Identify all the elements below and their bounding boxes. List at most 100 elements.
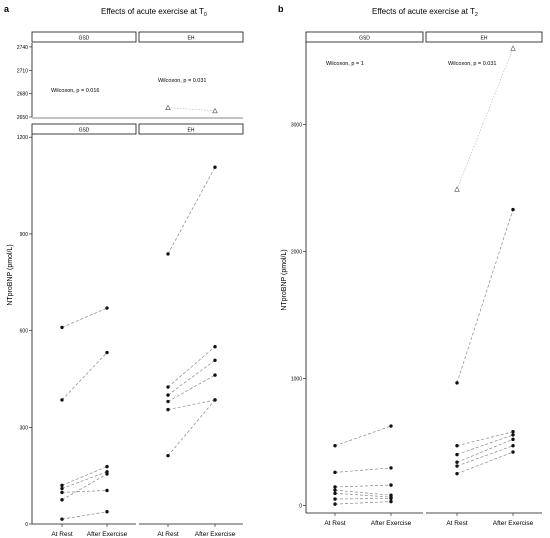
b-gsd-pair-rest-point — [333, 497, 337, 501]
facet-strip-gsd-lower-label: GSD — [79, 128, 90, 134]
b-gsd-pair-rest-point — [333, 491, 337, 496]
b-gsd-pair-connector — [334, 425, 392, 447]
b-eh-pair-rest-point — [455, 471, 459, 476]
b-y-tick-label: 1000 — [291, 376, 302, 382]
a-gsd-pair-connector — [61, 473, 108, 501]
b-eh-pair-exercise-point — [511, 207, 515, 212]
b-y-tick-label: 0 — [299, 503, 302, 509]
a-gsd-pair-rest-point — [60, 490, 64, 495]
b-eh-pair-connector — [456, 209, 514, 383]
a-gsd-pair-exercise-point — [105, 488, 109, 493]
a-eh-pair-connector — [167, 107, 216, 112]
b-gsd-x-tick-label: After Exercise — [371, 520, 412, 527]
a-lower-y-tick-label: 0 — [25, 522, 28, 528]
facet-strip-eh-lower — [138, 123, 244, 135]
a-eh-pair-exercise-point-outlier — [212, 107, 218, 114]
b-eh-pair-rest-point-outlier — [454, 186, 460, 192]
b-eh-x-tick-label: At Rest — [446, 520, 468, 527]
b-gsd-pair-connector — [334, 489, 392, 496]
a-gsd-pair-rest-point — [60, 517, 64, 521]
b-gsd-pair-connector — [334, 492, 392, 498]
b-gsd-pair-connector — [334, 501, 392, 505]
b-gsd-pair-connector — [334, 484, 392, 488]
b-eh-pair-connector — [456, 431, 514, 447]
b-gsd-pair-rest-point — [333, 488, 337, 492]
facet-strip-gsd-upper-label: GSD — [79, 36, 90, 42]
panel-b-title-subscript: 2 — [475, 12, 478, 18]
b-eh-pair-rest-point — [455, 464, 459, 468]
panel-a-upper: GSD EH 2650 2680 2710 2740 Wilcoxon, p = 0.… — [17, 31, 244, 121]
a-eh-pair-rest-point — [166, 385, 170, 389]
panel-b-y-axis-label: NTproBNP (pmol/L) — [281, 249, 288, 310]
panel-a-lower: GSD EH 0 300 600 900 1200 At Rest After Exerc… — [17, 123, 244, 538]
b-eh-pair-rest-point — [455, 444, 459, 448]
a-lower-y-tick-label: 600 — [20, 329, 29, 335]
b-gsd-pair-exercise-point — [389, 499, 393, 504]
facet-strip-gsd-b-label: GSD — [359, 36, 370, 42]
a-gsd-pair-exercise-point — [105, 464, 109, 469]
a-eh-pair-exercise-point — [213, 398, 217, 402]
panel-b: b Effects of acute exercise at T2 NTproB… — [278, 4, 543, 527]
a-eh-pair-exercise-point — [213, 358, 217, 362]
b-eh-pair-rest-point — [455, 452, 459, 457]
b-eh-pair-exercise-point — [511, 444, 515, 448]
a-lower-y-tick-label: 900 — [20, 232, 29, 238]
b-eh-pair-exercise-point — [511, 430, 515, 434]
panel-a-y-axis-label: NTproBNP (pmol/L) — [7, 244, 14, 305]
a-gsd-pair-connector — [61, 511, 108, 520]
a-eh-pair-rest-point — [166, 407, 170, 412]
wilcoxon-label-a-gsd: Wilcoxon, p = 0.016 — [51, 88, 99, 94]
a-eh-pair-connector — [167, 399, 216, 410]
b-gsd-pair-rest-point — [333, 444, 337, 448]
panel-a: a Effects of acute exercise at T0 NTproB… — [4, 4, 244, 538]
wilcoxon-label-a-eh: Wilcoxon, p = 0.031 — [158, 78, 206, 84]
a-eh-pair-connector — [167, 374, 216, 402]
b-eh-pair-exercise-point — [511, 433, 515, 437]
a-eh-pair-exercise-point — [213, 345, 217, 349]
a-eh-x-tick-label: After Exercise — [195, 531, 236, 538]
panel-a-title-subscript: 0 — [204, 12, 207, 18]
b-eh-pair-connector — [456, 451, 514, 474]
panel-a-title-main: Effects of acute exercise at T — [101, 7, 204, 16]
a-eh-pair-connector — [167, 399, 216, 456]
a-upper-y-tick-label: 2680 — [17, 92, 28, 98]
b-gsd-pair-rest-point — [333, 485, 337, 489]
facet-strip-eh-b — [425, 31, 543, 43]
b-eh-pair-connector — [456, 48, 514, 190]
b-eh-pair-rest-point — [455, 381, 459, 385]
a-eh-x-tick-label: At Rest — [157, 531, 179, 538]
a-gsd-pair-connector — [61, 490, 108, 493]
a-upper-y-tick-label: 2650 — [17, 115, 28, 121]
a-eh-pair-rest-point — [166, 399, 170, 404]
b-gsd-pair-connector — [334, 498, 392, 500]
a-eh-pair-rest-point — [166, 393, 170, 397]
b-eh-pair-connector — [456, 439, 514, 463]
a-eh-pair-rest-point — [166, 252, 170, 256]
a-gsd-pair-exercise-point — [105, 472, 109, 476]
a-gsd-x-tick-label: After Exercise — [87, 531, 128, 538]
a-gsd-pair-connector — [61, 471, 108, 489]
a-lower-y-tick-label: 1200 — [17, 135, 28, 141]
a-gsd-pair-rest-point — [60, 398, 64, 402]
a-gsd-pair-connector — [61, 307, 108, 328]
a-gsd-pair-exercise-point — [105, 306, 109, 310]
b-gsd-pair-exercise-point — [389, 424, 393, 428]
a-gsd-pair-rest-point — [60, 498, 64, 502]
a-eh-pair-exercise-point — [213, 165, 217, 169]
a-gsd-pair-rest-point — [60, 483, 64, 488]
facet-strip-eh-b-label: EH — [481, 36, 488, 42]
a-gsd-pair-exercise-point — [105, 510, 109, 514]
facet-strip-eh-lower-label: EH — [188, 128, 195, 134]
a-eh-pair-connector — [167, 346, 216, 388]
b-eh-pair-connector — [456, 434, 514, 455]
b-eh-pair-exercise-point-outlier — [510, 45, 516, 51]
b-gsd-x-tick-label: At Rest — [324, 520, 346, 527]
b-eh-pair-exercise-point — [511, 437, 515, 442]
facet-strip-gsd-upper — [31, 31, 137, 43]
panel-b-title: Effects of acute exercise at T2 — [372, 7, 478, 18]
b-gsd-pair-connector — [334, 467, 392, 473]
facet-strip-gsd-b — [305, 31, 424, 43]
facet-strip-eh-upper-label: EH — [188, 36, 195, 42]
a-lower-y-tick-label: 300 — [20, 425, 29, 431]
